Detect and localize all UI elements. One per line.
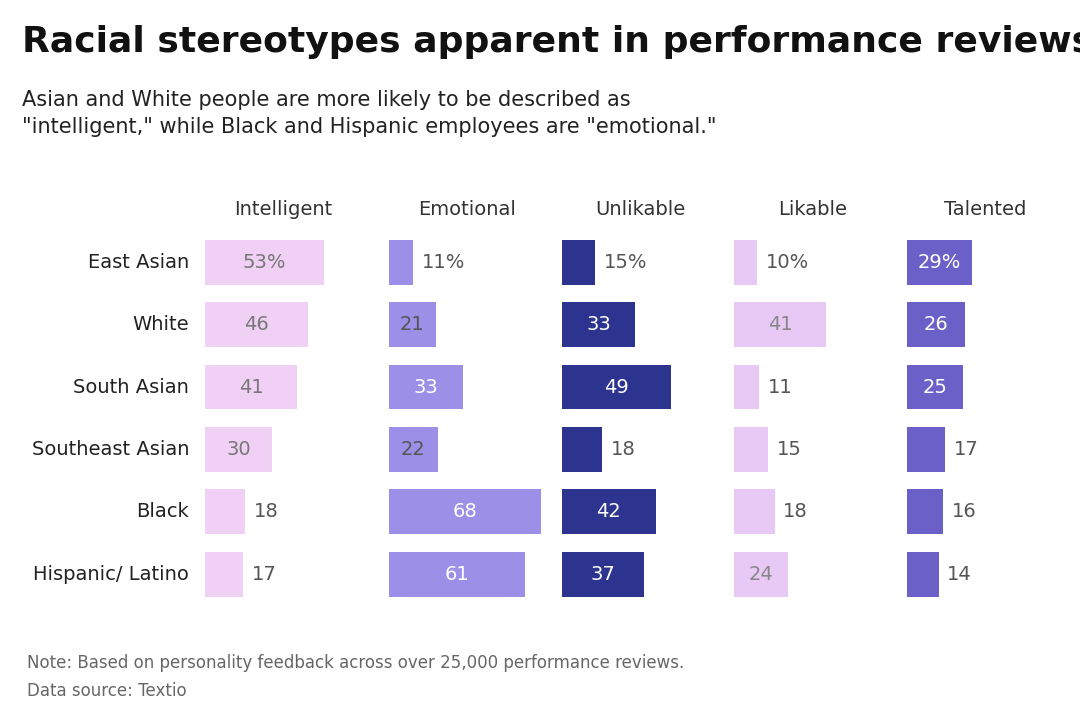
FancyBboxPatch shape	[205, 365, 297, 409]
Text: 18: 18	[610, 440, 635, 459]
FancyBboxPatch shape	[562, 302, 635, 347]
Text: Asian and White people are more likely to be described as
"intelligent," while B: Asian and White people are more likely t…	[22, 90, 716, 137]
Text: Talented: Talented	[944, 200, 1027, 219]
Text: 16: 16	[951, 503, 976, 521]
Text: Unlikable: Unlikable	[595, 200, 685, 219]
Text: Intelligent: Intelligent	[234, 200, 333, 219]
Text: 29%: 29%	[918, 253, 961, 271]
FancyBboxPatch shape	[389, 552, 525, 597]
FancyBboxPatch shape	[734, 240, 757, 284]
Text: 33: 33	[414, 378, 438, 396]
Text: South Asian: South Asian	[73, 378, 189, 396]
FancyBboxPatch shape	[907, 427, 945, 472]
FancyBboxPatch shape	[907, 302, 966, 347]
FancyBboxPatch shape	[205, 552, 243, 597]
FancyBboxPatch shape	[205, 490, 245, 534]
Text: 11%: 11%	[422, 253, 465, 271]
Text: East Asian: East Asian	[87, 253, 189, 271]
Text: Black: Black	[136, 503, 189, 521]
Text: 10%: 10%	[766, 253, 809, 271]
FancyBboxPatch shape	[734, 490, 774, 534]
Text: Emotional: Emotional	[418, 200, 516, 219]
FancyBboxPatch shape	[734, 302, 826, 347]
FancyBboxPatch shape	[389, 302, 435, 347]
Text: 41: 41	[239, 378, 264, 396]
FancyBboxPatch shape	[205, 427, 272, 472]
Text: 14: 14	[947, 565, 972, 584]
Text: 68: 68	[453, 503, 477, 521]
FancyBboxPatch shape	[562, 490, 656, 534]
Text: Likable: Likable	[779, 200, 847, 219]
FancyBboxPatch shape	[205, 240, 324, 284]
Text: Note: Based on personality feedback across over 25,000 performance reviews.
Data: Note: Based on personality feedback acro…	[27, 654, 685, 700]
FancyBboxPatch shape	[562, 552, 645, 597]
Text: 49: 49	[604, 378, 629, 396]
FancyBboxPatch shape	[389, 490, 541, 534]
Text: 30: 30	[227, 440, 251, 459]
Text: White: White	[133, 315, 189, 334]
FancyBboxPatch shape	[562, 240, 595, 284]
Text: 11: 11	[768, 378, 793, 396]
Text: 18: 18	[254, 503, 279, 521]
Text: 24: 24	[748, 565, 773, 584]
FancyBboxPatch shape	[734, 427, 768, 472]
Text: 15%: 15%	[604, 253, 647, 271]
Text: 26: 26	[923, 315, 948, 334]
Text: 18: 18	[783, 503, 808, 521]
Text: Hispanic/ Latino: Hispanic/ Latino	[33, 565, 189, 584]
Text: 41: 41	[768, 315, 793, 334]
FancyBboxPatch shape	[907, 365, 963, 409]
FancyBboxPatch shape	[734, 365, 759, 409]
Text: 46: 46	[244, 315, 269, 334]
Text: 22: 22	[401, 440, 426, 459]
FancyBboxPatch shape	[907, 490, 943, 534]
Text: 37: 37	[591, 565, 616, 584]
Text: 33: 33	[586, 315, 611, 334]
Text: 25: 25	[922, 378, 947, 396]
FancyBboxPatch shape	[389, 365, 462, 409]
FancyBboxPatch shape	[562, 365, 672, 409]
FancyBboxPatch shape	[907, 552, 939, 597]
FancyBboxPatch shape	[389, 240, 414, 284]
Text: 15: 15	[777, 440, 801, 459]
Text: 61: 61	[445, 565, 470, 584]
FancyBboxPatch shape	[389, 427, 438, 472]
Text: Racial stereotypes apparent in performance reviews: Racial stereotypes apparent in performan…	[22, 25, 1080, 59]
FancyBboxPatch shape	[734, 552, 788, 597]
Text: Southeast Asian: Southeast Asian	[31, 440, 189, 459]
FancyBboxPatch shape	[907, 240, 972, 284]
Text: 42: 42	[596, 503, 621, 521]
Text: 21: 21	[400, 315, 424, 334]
FancyBboxPatch shape	[205, 302, 308, 347]
FancyBboxPatch shape	[562, 427, 602, 472]
Text: 53%: 53%	[243, 253, 286, 271]
Text: 17: 17	[252, 565, 276, 584]
Text: 17: 17	[954, 440, 978, 459]
